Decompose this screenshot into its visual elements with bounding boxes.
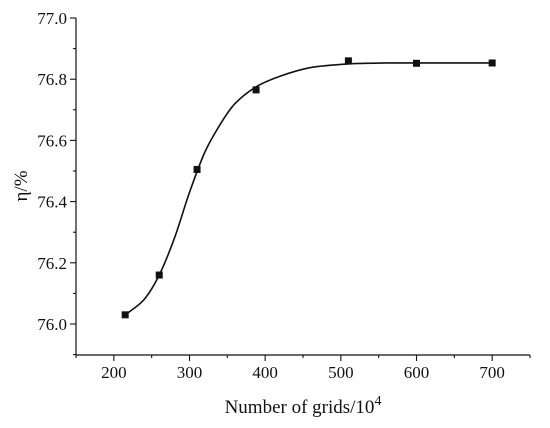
x-tick-label: 500 (328, 363, 354, 382)
data-markers (121, 57, 496, 319)
y-tick-label: 76.8 (37, 70, 67, 89)
x-tick-label: 600 (404, 363, 430, 382)
x-tick-label: 700 (479, 363, 505, 382)
y-tick-label: 77.0 (37, 9, 67, 28)
y-tick-label: 76.6 (37, 131, 67, 150)
x-tick-label: 300 (177, 363, 203, 382)
y-tick-label: 76.4 (37, 193, 67, 212)
x-axis-title: Number of grids/104 (225, 394, 382, 418)
x-tick-label: 200 (101, 363, 127, 382)
y-tick-label: 76.2 (37, 254, 67, 273)
data-point (121, 311, 129, 319)
y-axis-title: η/% (11, 170, 32, 201)
data-point (252, 86, 260, 94)
x-axis-title-base: Number of grids/10 (225, 397, 375, 418)
data-point (413, 59, 420, 67)
x-ticks: 200 300 400 500 600 700 (75, 355, 531, 382)
data-point (155, 271, 163, 279)
x-axis-title-superscript: 4 (374, 394, 381, 409)
y-tick-label: 76.0 (37, 315, 67, 334)
y-ticks: 76.0 76.2 76.4 76.6 76.8 77.0 (37, 9, 76, 356)
fit-curve (124, 62, 493, 316)
data-point (193, 165, 201, 173)
data-point (344, 57, 352, 65)
data-point (488, 59, 496, 67)
x-tick-label: 400 (252, 363, 278, 382)
